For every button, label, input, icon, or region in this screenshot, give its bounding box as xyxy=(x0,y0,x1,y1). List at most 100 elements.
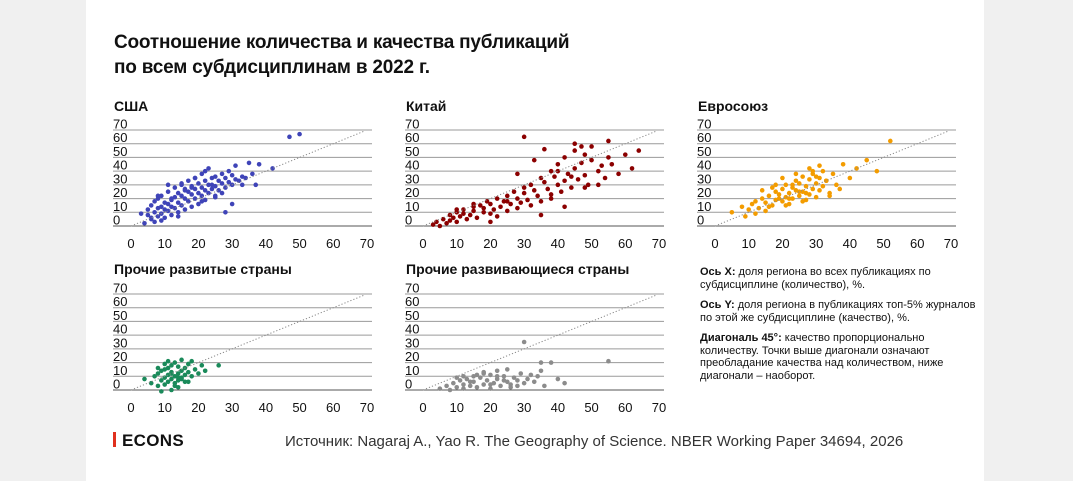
data-point xyxy=(186,361,191,367)
data-point xyxy=(531,157,537,163)
data-point xyxy=(606,155,611,160)
data-point xyxy=(175,364,181,369)
data-point xyxy=(585,182,591,188)
data-point xyxy=(182,372,188,378)
y-tick-label: 70 xyxy=(405,117,419,132)
data-point xyxy=(515,171,520,177)
data-point xyxy=(847,175,853,181)
diagonal-45-line xyxy=(422,294,656,391)
data-point xyxy=(518,371,524,376)
data-point xyxy=(790,196,795,201)
data-point xyxy=(464,216,470,222)
data-point xyxy=(548,168,554,174)
data-point xyxy=(182,207,188,212)
note-d-label: Диагональ 45°: xyxy=(700,332,782,344)
data-point xyxy=(233,163,238,168)
data-point xyxy=(521,380,527,386)
logo-text: ECONS xyxy=(122,431,184,450)
note-d-text: качество пропорционально количеству. Точ… xyxy=(700,332,944,382)
data-point xyxy=(206,182,211,188)
data-point xyxy=(488,372,493,378)
data-point xyxy=(461,382,466,387)
panel-title-other-developed: Прочие развитые страны xyxy=(114,261,292,277)
data-point xyxy=(579,160,584,166)
data-point xyxy=(830,171,836,177)
data-point xyxy=(226,168,232,174)
data-point xyxy=(488,211,493,216)
data-point xyxy=(807,166,812,171)
data-point xyxy=(589,157,594,163)
data-point xyxy=(488,386,493,391)
data-point xyxy=(206,190,211,196)
data-point xyxy=(437,386,443,391)
data-point xyxy=(803,190,809,196)
data-point xyxy=(494,368,500,374)
x-tick-label: 10 xyxy=(157,236,171,251)
data-point xyxy=(182,379,188,385)
data-point xyxy=(569,174,574,179)
data-point xyxy=(216,363,221,368)
data-point xyxy=(481,205,486,211)
data-point xyxy=(179,181,184,186)
data-point xyxy=(148,380,154,386)
data-point xyxy=(229,201,235,207)
data-point xyxy=(555,376,561,382)
y-tick-label: 70 xyxy=(113,117,127,132)
data-point xyxy=(538,175,544,181)
data-point xyxy=(766,204,772,210)
x-tick-label: 0 xyxy=(127,236,134,251)
data-point xyxy=(606,358,611,364)
data-point xyxy=(451,215,456,221)
x-tick-label: 70 xyxy=(360,400,374,415)
y-tick-label: 50 xyxy=(697,144,711,159)
data-point xyxy=(169,363,174,368)
data-point xyxy=(525,197,530,203)
x-tick-label: 30 xyxy=(225,236,239,251)
data-point xyxy=(606,138,611,144)
x-tick-label: 60 xyxy=(326,400,340,415)
data-point xyxy=(175,371,181,376)
data-point xyxy=(548,196,554,201)
data-point xyxy=(820,168,826,174)
data-point xyxy=(175,200,181,205)
data-point xyxy=(474,215,480,221)
data-point xyxy=(800,174,805,179)
data-point xyxy=(531,379,537,385)
data-point xyxy=(548,360,554,365)
x-tick-label: 20 xyxy=(191,236,205,251)
data-point xyxy=(602,175,608,181)
data-point xyxy=(212,174,218,179)
data-point xyxy=(454,219,460,225)
data-point xyxy=(199,193,205,199)
data-point xyxy=(783,182,789,188)
data-point xyxy=(796,193,802,199)
data-point xyxy=(766,193,772,199)
x-tick-label: 40 xyxy=(551,400,565,415)
data-point xyxy=(552,174,557,179)
data-point xyxy=(793,171,799,177)
data-point xyxy=(562,155,567,160)
data-point xyxy=(186,369,191,375)
data-point xyxy=(854,166,859,171)
x-tick-label: 10 xyxy=(741,236,755,251)
data-point xyxy=(256,161,262,167)
data-point xyxy=(192,175,198,181)
x-tick-label: 70 xyxy=(944,236,958,251)
data-point xyxy=(474,384,480,390)
y-tick-label: 30 xyxy=(113,171,127,186)
data-point xyxy=(501,199,507,204)
data-point xyxy=(236,178,242,184)
y-tick-label: 30 xyxy=(405,171,419,186)
data-point xyxy=(165,182,171,188)
x-tick-label: 60 xyxy=(618,236,632,251)
data-point xyxy=(223,209,228,215)
data-point xyxy=(152,199,157,204)
data-point xyxy=(182,196,188,201)
x-tick-label: 40 xyxy=(551,236,565,251)
data-point xyxy=(481,209,486,215)
data-point xyxy=(461,211,466,216)
data-point xyxy=(813,181,819,186)
data-point xyxy=(501,373,507,379)
